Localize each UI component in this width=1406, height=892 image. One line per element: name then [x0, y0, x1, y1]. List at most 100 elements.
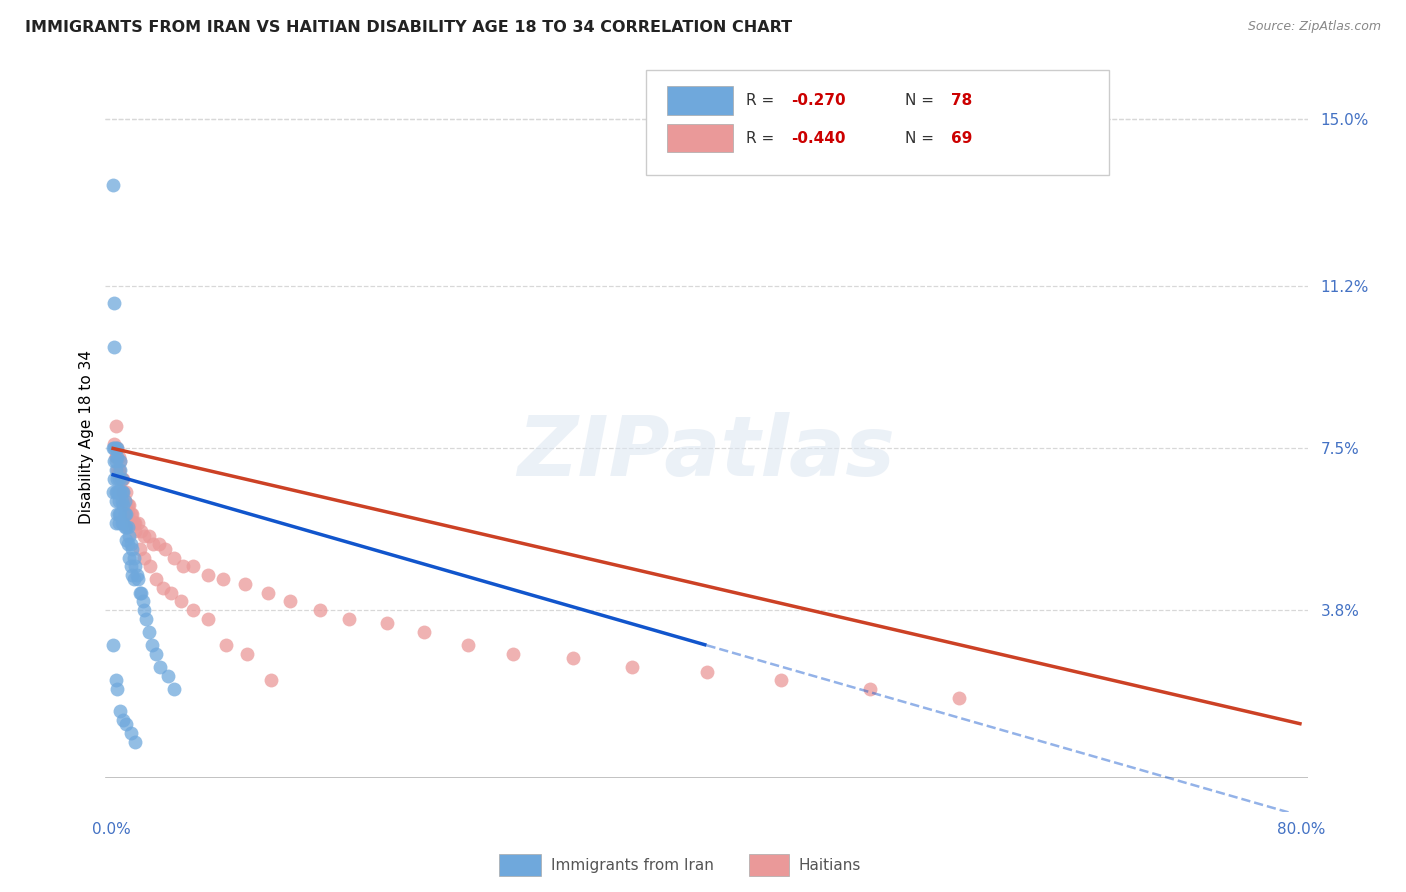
Text: N =: N = — [905, 130, 939, 145]
Point — [111, 493, 134, 508]
Point — [105, 463, 128, 477]
Text: Source: ZipAtlas.com: Source: ZipAtlas.com — [1247, 20, 1381, 33]
Point — [114, 507, 136, 521]
Point — [105, 507, 128, 521]
Point — [112, 484, 135, 499]
Point — [163, 681, 186, 696]
Point — [104, 463, 127, 477]
Point — [256, 585, 278, 599]
Point — [121, 507, 143, 521]
Point — [110, 507, 132, 521]
Point — [111, 484, 134, 499]
Point — [111, 472, 134, 486]
Point — [103, 472, 125, 486]
Text: 69: 69 — [950, 130, 972, 145]
Text: N =: N = — [905, 93, 939, 108]
Point — [104, 673, 127, 688]
Point — [120, 559, 142, 574]
Point — [197, 612, 219, 626]
Point — [138, 529, 160, 543]
Point — [117, 520, 139, 534]
Point — [149, 660, 172, 674]
Point — [104, 419, 127, 434]
Point — [125, 568, 148, 582]
Point — [120, 507, 142, 521]
Point — [233, 577, 256, 591]
Point — [108, 484, 131, 499]
Text: -0.270: -0.270 — [790, 93, 845, 108]
Point — [118, 498, 141, 512]
Point — [110, 454, 132, 468]
Y-axis label: Disability Age 18 to 34: Disability Age 18 to 34 — [79, 350, 94, 524]
Point — [134, 550, 156, 565]
Point — [110, 472, 132, 486]
Point — [111, 484, 134, 499]
Point — [163, 550, 186, 565]
Point — [108, 463, 131, 477]
Point — [105, 450, 128, 464]
Point — [127, 516, 149, 530]
Point — [948, 690, 970, 705]
Point — [104, 454, 127, 468]
Point — [145, 573, 167, 587]
Point — [110, 463, 132, 477]
Point — [104, 516, 127, 530]
Point — [172, 559, 194, 574]
Point — [101, 638, 124, 652]
Point — [124, 559, 146, 574]
Point — [859, 681, 882, 696]
Point — [108, 516, 131, 530]
Point — [108, 493, 131, 508]
Point — [141, 638, 163, 652]
Point — [112, 472, 135, 486]
Point — [128, 541, 150, 556]
Point — [103, 296, 125, 310]
Point — [122, 573, 145, 587]
Point — [110, 484, 132, 499]
Point — [103, 441, 125, 455]
Point — [278, 594, 301, 608]
Point — [101, 441, 124, 455]
Text: R =: R = — [747, 93, 779, 108]
Point — [128, 585, 150, 599]
Point — [212, 573, 235, 587]
Point — [101, 178, 124, 193]
FancyBboxPatch shape — [666, 124, 733, 153]
Point — [181, 559, 204, 574]
Text: R =: R = — [747, 130, 779, 145]
Point — [110, 704, 132, 718]
Point — [105, 441, 128, 455]
Text: 78: 78 — [950, 93, 972, 108]
Point — [769, 673, 792, 688]
Point — [135, 612, 157, 626]
Point — [105, 472, 128, 486]
Point — [115, 520, 138, 534]
Point — [145, 647, 167, 661]
Point — [170, 594, 193, 608]
Point — [108, 463, 131, 477]
Point — [118, 529, 141, 543]
Point — [103, 340, 125, 354]
Point — [502, 647, 524, 661]
Point — [181, 603, 204, 617]
Point — [561, 651, 583, 665]
Point — [110, 454, 132, 468]
Point — [103, 454, 125, 468]
Text: Immigrants from Iran: Immigrants from Iran — [551, 858, 714, 872]
Point — [115, 533, 138, 547]
Text: -0.440: -0.440 — [790, 130, 845, 145]
Point — [121, 541, 143, 556]
Point — [152, 581, 174, 595]
Point — [695, 665, 717, 679]
Point — [105, 484, 128, 499]
Point — [120, 726, 142, 740]
Point — [412, 625, 434, 640]
Point — [160, 585, 183, 599]
Point — [124, 734, 146, 748]
Text: ZIPatlas: ZIPatlas — [517, 411, 896, 492]
Point — [156, 669, 179, 683]
Point — [105, 681, 128, 696]
Point — [114, 520, 136, 534]
Point — [621, 660, 644, 674]
Point — [115, 717, 138, 731]
